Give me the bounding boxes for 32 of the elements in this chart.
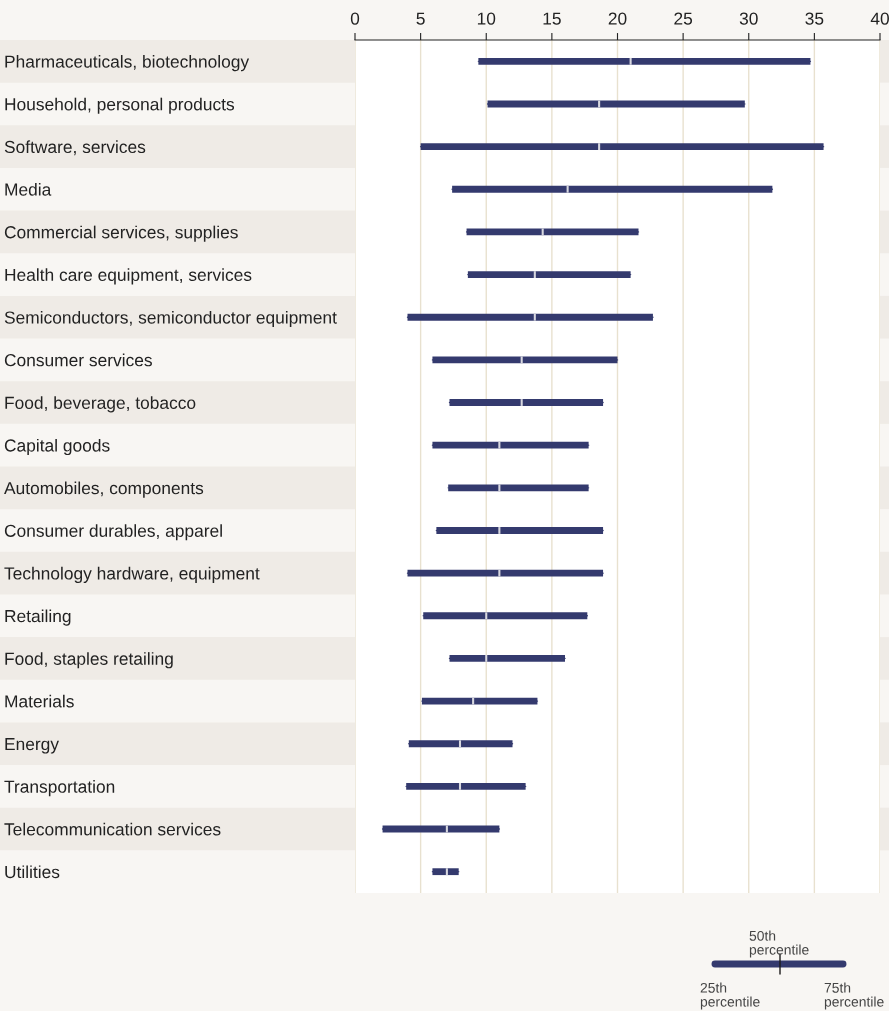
- x-tick-label: 20: [608, 12, 627, 25]
- y-tick-label: Energy: [5, 738, 59, 754]
- text: 25th percentile: [700, 982, 760, 1010]
- x-tick-label: 15: [543, 12, 561, 25]
- x-tick-label: 5: [416, 12, 425, 25]
- y-tick-label: Software, services: [4, 140, 146, 156]
- x-tick-label: 35: [805, 12, 824, 25]
- y-tick-label: Capital goods: [4, 438, 110, 456]
- y-tick-label: Health care equipment, services: [5, 268, 252, 285]
- x-tick-label: 25: [674, 12, 693, 25]
- y-tick-label: Automobiles, components: [4, 481, 204, 498]
- y-tick-label: Media: [5, 182, 52, 196]
- y-tick-label: Consumer durables, apparel: [4, 524, 222, 541]
- x-tick-label: 0: [350, 12, 360, 25]
- y-tick-label: Household, personal products: [5, 97, 235, 114]
- y-tick-label: Food, beverage, tobacco: [5, 396, 196, 413]
- text: 50th percentile: [749, 930, 809, 958]
- y-tick-label: Consumer services: [4, 353, 152, 367]
- y-tick-label: Semiconductors, semiconductor equipment: [4, 310, 337, 328]
- y-tick-label: Utilities: [5, 865, 60, 879]
- x-tick-label: 30: [739, 12, 758, 25]
- y-tick-label: Materials: [5, 694, 74, 708]
- y-tick-label: Telecommunication services: [4, 822, 221, 836]
- text: 75th percentile: [824, 982, 884, 1010]
- y-tick-label: Commercial services, supplies: [4, 225, 238, 242]
- y-tick-label: Technology hardware, equipment: [4, 566, 260, 584]
- y-tick-label: Retailing: [5, 609, 71, 626]
- y-tick-label: Food, staples retailing: [5, 652, 173, 669]
- x-tick-label: 40: [870, 12, 889, 25]
- y-tick-label: Pharmaceuticals, biotechnology: [5, 55, 250, 72]
- x-tick-label: 10: [477, 12, 496, 25]
- y-tick-label: Transportation: [4, 780, 115, 797]
